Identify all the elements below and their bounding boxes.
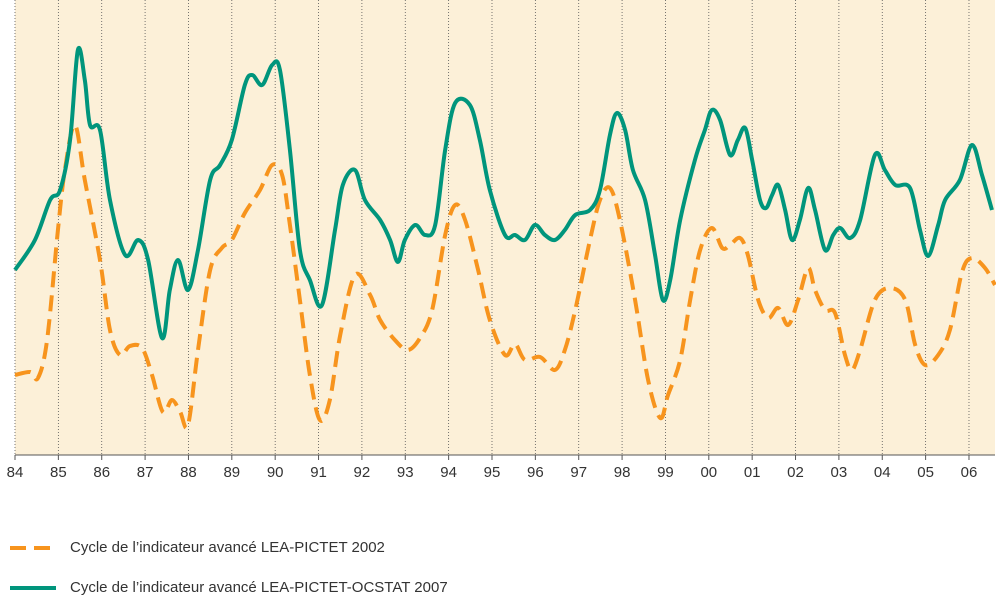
x-tick-label: 88 (180, 464, 197, 481)
x-tick-label: 86 (93, 464, 110, 481)
legend-label: Cycle de l’indicateur avancé LEA-PICTET … (70, 539, 385, 556)
x-tick-label: 87 (137, 464, 154, 481)
plot-background (15, 0, 995, 455)
x-tick-label: 01 (744, 464, 761, 481)
series-line (13, 45, 994, 341)
x-tick-label: 91 (310, 464, 327, 481)
x-tick-label: 05 (917, 464, 934, 481)
x-tick-label: 00 (700, 464, 717, 481)
x-tick-label: 96 (527, 464, 544, 481)
x-tick-label: 84 (7, 464, 24, 481)
x-tick-label: 90 (267, 464, 284, 481)
x-tick-label: 99 (657, 464, 674, 481)
x-tick-label: 02 (787, 464, 804, 481)
x-tick-label: 92 (354, 464, 371, 481)
x-tick-label: 98 (614, 464, 631, 481)
x-tick-label: 03 (831, 464, 848, 481)
x-tick-label: 85 (50, 464, 67, 481)
x-tick-label: 95 (484, 464, 501, 481)
x-tick-label: 06 (961, 464, 978, 481)
x-tick-label: 04 (874, 464, 891, 481)
x-tick-label: 97 (570, 464, 587, 481)
x-tick-label: 89 (223, 464, 240, 481)
legend-label: Cycle de l’indicateur avancé LEA-PICTET-… (70, 579, 448, 596)
series-line (14, 122, 996, 430)
x-tick-label: 94 (440, 464, 457, 481)
x-tick-label: 93 (397, 464, 414, 481)
